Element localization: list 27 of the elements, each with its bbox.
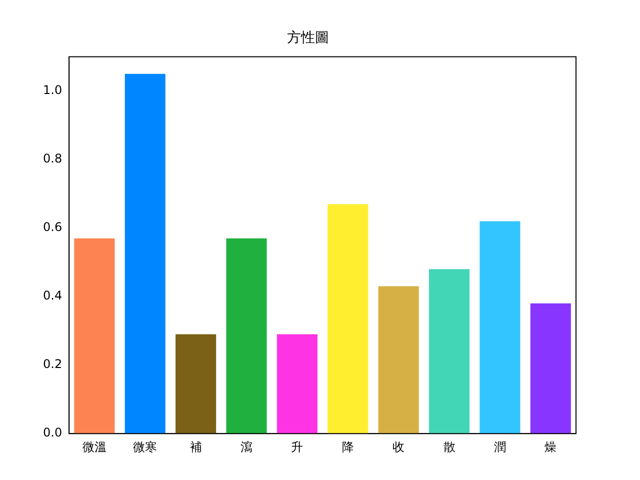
- bar: [124, 74, 166, 434]
- bar: [226, 238, 267, 434]
- x-tick-label: 散: [443, 440, 456, 454]
- x-tick-label: 潤: [494, 440, 506, 454]
- x-tick-label: 微溫: [82, 440, 106, 454]
- x-tick-label: 收: [392, 440, 405, 454]
- x-tick-label: 補: [190, 440, 202, 454]
- bar: [480, 221, 520, 434]
- bar: [530, 303, 571, 434]
- y-tick-label: 0.6: [42, 220, 62, 234]
- bar: [328, 204, 368, 434]
- x-tick-label: 升: [291, 440, 304, 454]
- chart-title: 方性圖: [287, 30, 329, 46]
- bar: [428, 269, 470, 434]
- y-tick-label: 1.0: [42, 83, 62, 98]
- bar: [176, 334, 216, 434]
- y-tick-label: 0.2: [42, 357, 62, 372]
- bar: [74, 238, 115, 434]
- bar: [276, 334, 318, 434]
- bar: [378, 286, 419, 434]
- x-tick-label: 瀉: [240, 440, 253, 454]
- x-tick-label: 微寒: [133, 440, 158, 454]
- x-tick-label: 降: [342, 440, 354, 454]
- y-tick-label: 0.0: [42, 426, 62, 440]
- x-tick-label: 燥: [544, 440, 557, 454]
- y-tick-label: 0.4: [42, 288, 62, 303]
- y-tick-label: 0.8: [42, 152, 62, 166]
